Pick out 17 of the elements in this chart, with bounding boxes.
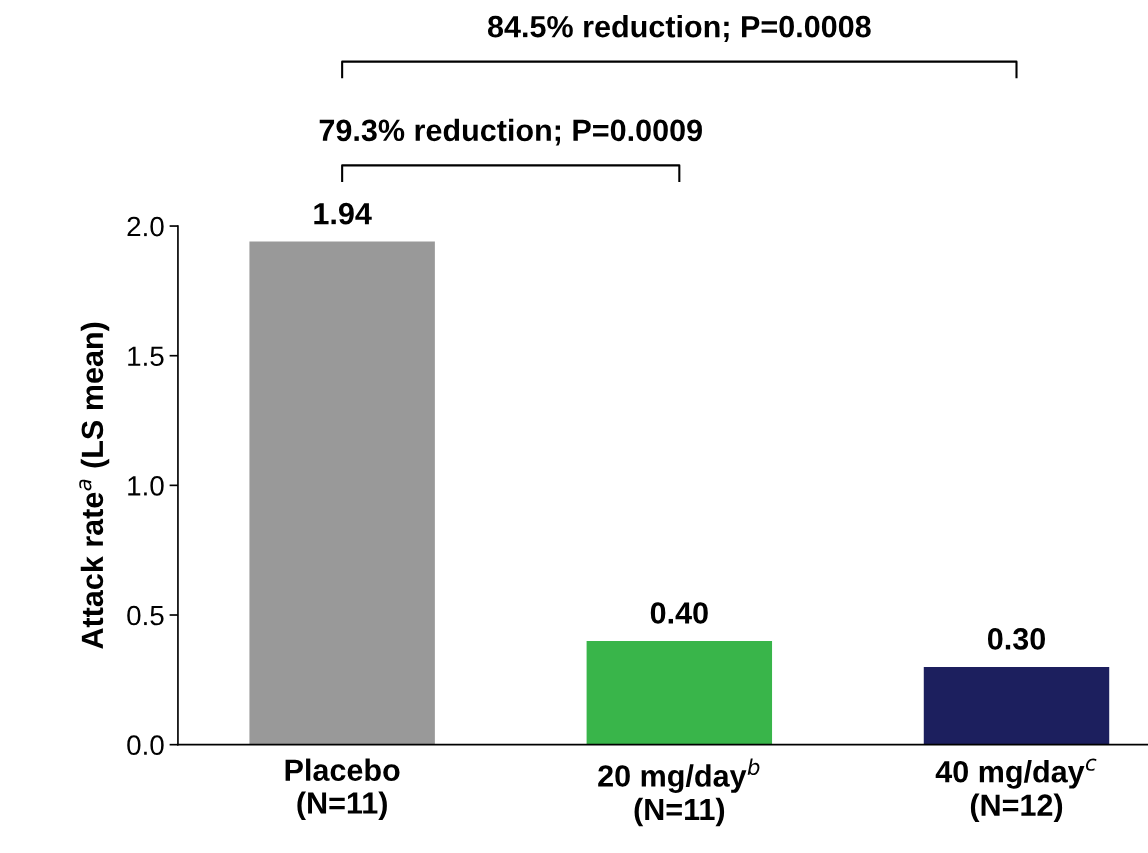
text: 84.5% reduction; P=0.0008	[487, 15, 871, 42]
y-tick-label: 0.5	[127, 605, 164, 626]
y-tick-label: 0.0	[127, 735, 164, 756]
bar	[923, 666, 1110, 745]
bar	[249, 241, 435, 745]
y-axis-title: Attack rate$^{a}$ (LS mean)	[79, 322, 110, 649]
category-label: 20 mg/day$^{b}$ (N=11)	[598, 758, 760, 827]
y-tick-label: 1.5	[128, 346, 164, 367]
data-label: 1.94	[314, 202, 372, 225]
x-tick-label: Placebo (N=11)	[285, 758, 400, 820]
bar	[586, 640, 773, 745]
y-tick-label: 2.0	[127, 216, 164, 237]
data-label: 0.40	[650, 602, 708, 624]
text: 79.3% reduction; P=0.0009	[319, 118, 702, 146]
category-label: 40 mg/day$^{c}$ (N=12)	[935, 758, 1097, 823]
y-tick-label: 1.0	[128, 476, 164, 496]
data-label: 0.30	[987, 628, 1045, 650]
